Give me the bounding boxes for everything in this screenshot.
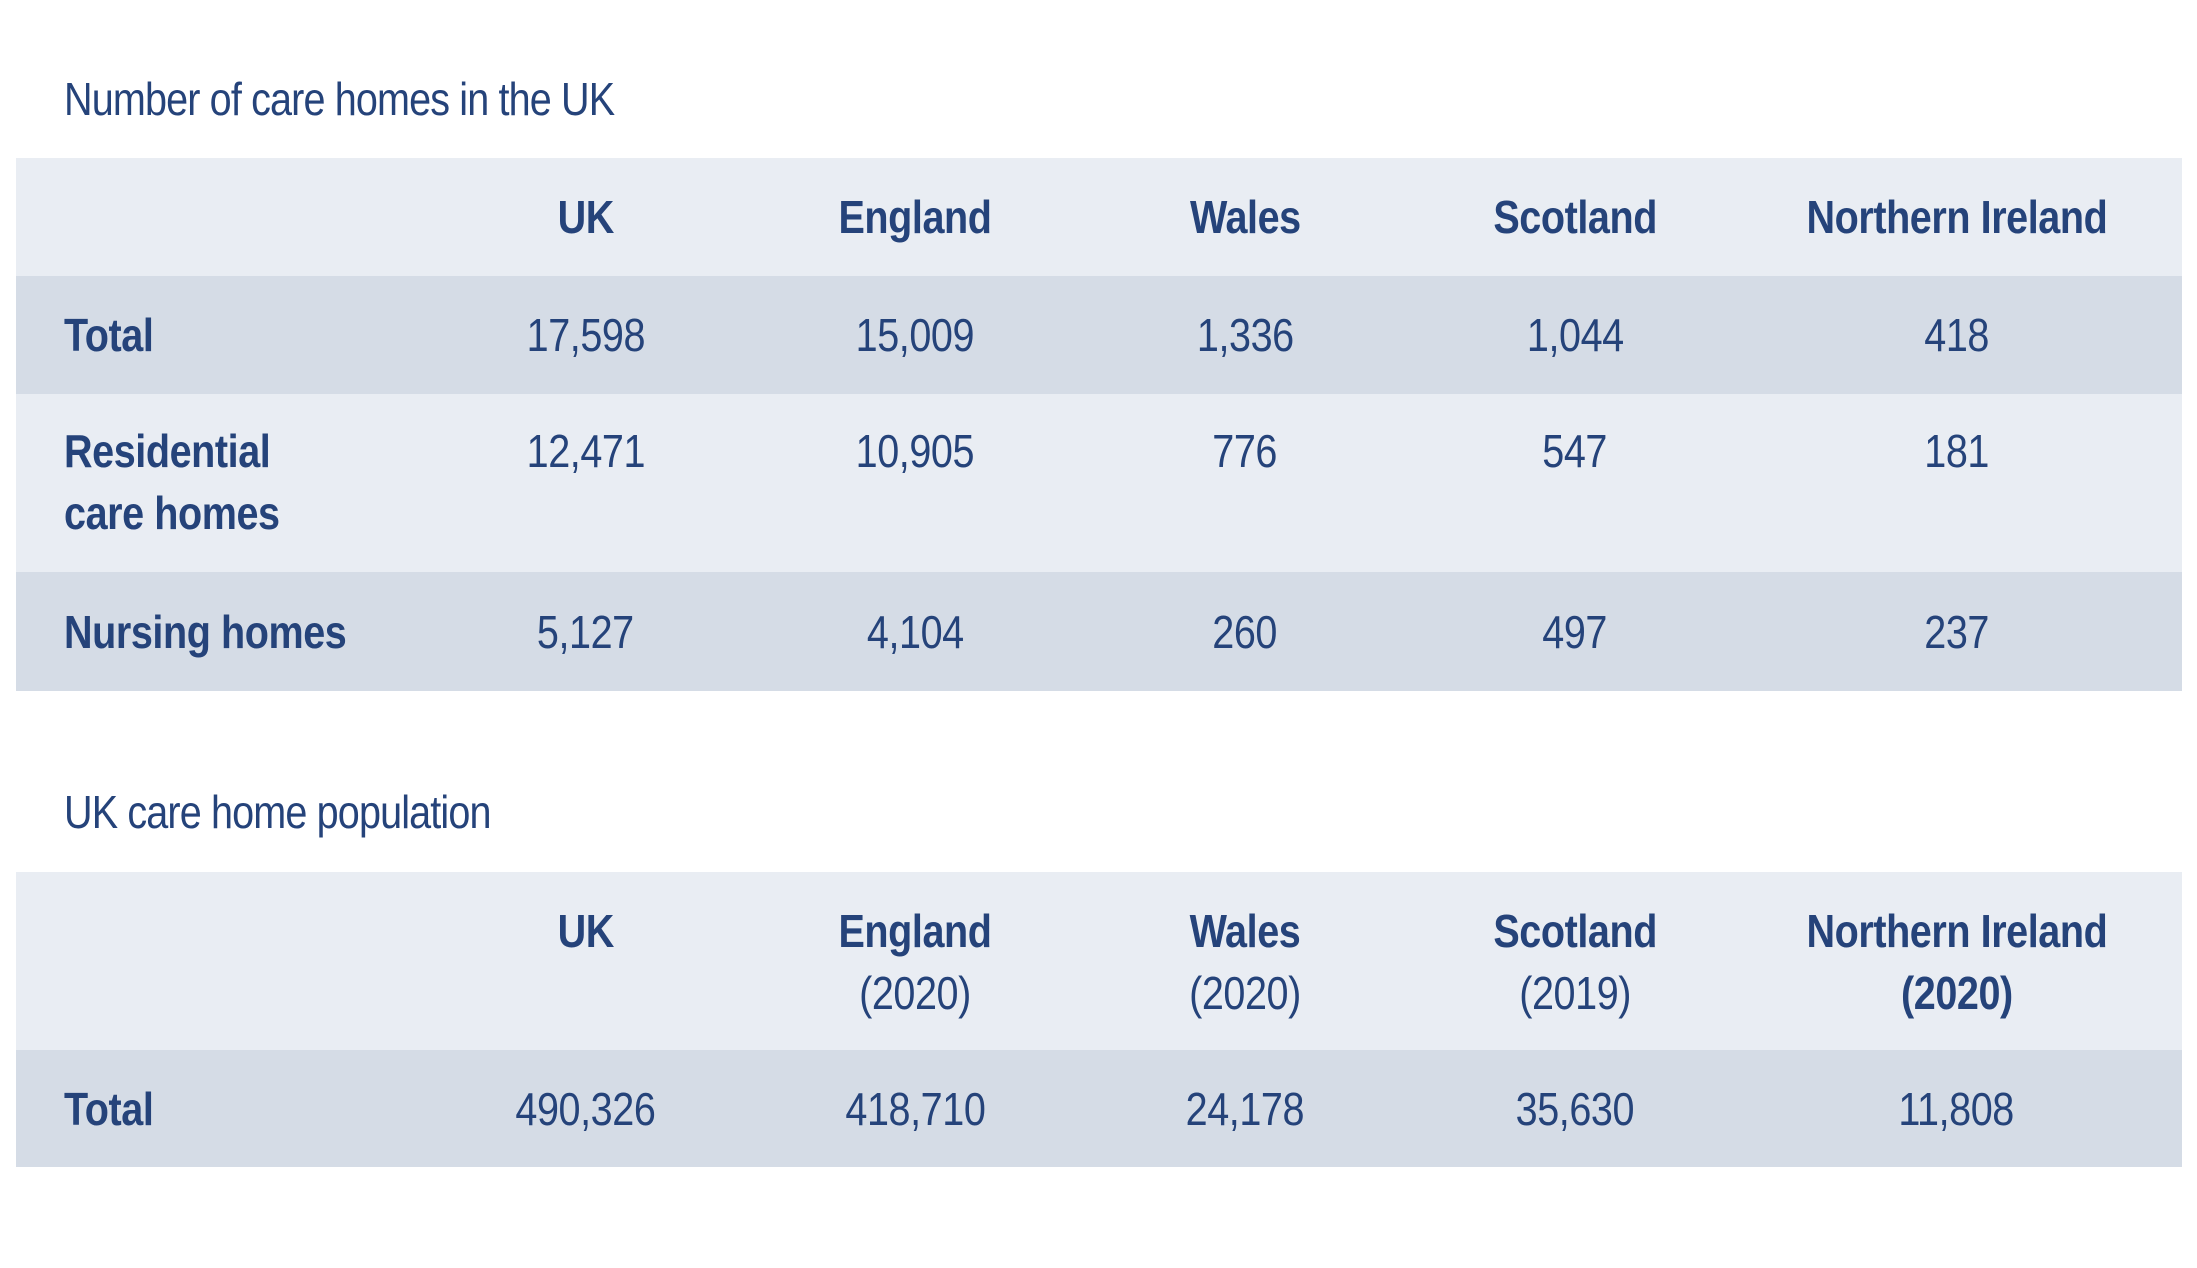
table-cell: 260 — [1212, 605, 1278, 658]
column-header-scotland: Scotland (2019) — [1419, 872, 1731, 1050]
care-homes-title: Number of care homes in the UK — [64, 73, 615, 125]
table-row-total: Total 490,326 418,710 24,178 35,630 11,8… — [16, 1050, 2182, 1167]
care-homes-table: UK England Wales Scotland Northern Irela… — [16, 158, 2182, 691]
table-row-residential: Residential care homes 12,471 10,905 776… — [16, 394, 2182, 572]
row-label-line-2: care homes — [64, 487, 280, 539]
table-cell: 17,598 — [526, 309, 645, 361]
column-name: Northern Ireland — [1806, 905, 2107, 957]
column-header-northern-ireland: Northern Ireland (2020) — [1731, 872, 2182, 1050]
table-cell: 776 — [1212, 425, 1278, 477]
column-name: England — [838, 905, 992, 957]
row-label-total: Total — [64, 309, 154, 361]
column-header-uk: UK — [557, 191, 614, 243]
table-cell: 490,326 — [515, 1082, 656, 1135]
table-cell: 497 — [1542, 605, 1608, 658]
table-cell: 35,630 — [1515, 1082, 1635, 1135]
column-header-northern-ireland: Northern Ireland — [1806, 191, 2107, 243]
column-year: (2020) — [859, 967, 971, 1019]
population-table: UK England (2020) Wales (2020) Scotland … — [16, 872, 2182, 1167]
table-row-nursing: Nursing homes 5,127 4,104 260 497 237 — [16, 572, 2182, 691]
column-header-england: England (2020) — [759, 872, 1071, 1050]
table-cell: 237 — [1924, 605, 1989, 658]
table-cell: 11,808 — [1898, 1082, 2015, 1135]
table-cell: 418,710 — [845, 1082, 985, 1135]
column-header-wales: Wales (2020) — [1071, 872, 1419, 1050]
population-title: UK care home population — [64, 786, 492, 838]
row-label-total: Total — [64, 1082, 154, 1135]
column-name: Wales — [1189, 905, 1301, 957]
header-empty-cell — [16, 872, 412, 1050]
table-cell: 24,178 — [1185, 1082, 1305, 1135]
table-header-row: UK England Wales Scotland Northern Irela… — [16, 158, 2182, 276]
table-cell: 4,104 — [866, 605, 964, 658]
table-row-total: Total 17,598 15,009 1,336 1,044 418 — [16, 276, 2182, 394]
column-name: Scotland — [1493, 905, 1657, 957]
row-label-residential: Residential care homes — [16, 394, 412, 572]
row-label-nursing: Nursing homes — [64, 605, 347, 658]
table-cell: 5,127 — [537, 605, 634, 658]
header-empty-cell — [16, 158, 412, 276]
table-cell: 547 — [1542, 425, 1608, 477]
column-year: (2020) — [1189, 967, 1301, 1019]
column-year: (2019) — [1519, 967, 1631, 1019]
table-cell: 181 — [1924, 425, 1989, 477]
column-header-scotland: Scotland — [1493, 191, 1657, 243]
table-cell: 15,009 — [855, 309, 975, 361]
row-label-line-1: Residential — [64, 425, 271, 477]
column-header-wales: Wales — [1189, 191, 1301, 243]
table-cell: 418 — [1924, 309, 1989, 361]
table-cell: 12,471 — [526, 425, 645, 477]
table-cell: 1,336 — [1196, 309, 1294, 361]
column-header-england: England — [838, 191, 992, 243]
column-header-uk: UK — [557, 905, 614, 957]
table-cell: 1,044 — [1526, 309, 1624, 361]
table-cell: 10,905 — [855, 425, 975, 477]
table-header-row: UK England (2020) Wales (2020) Scotland … — [16, 872, 2182, 1050]
column-year: (2020) — [1900, 967, 2013, 1019]
